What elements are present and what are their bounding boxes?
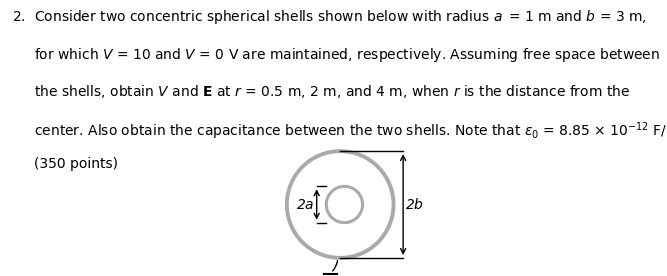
Text: for which $V$ = 10 and $V$ = 0 V are maintained, respectively. Assuming free spa: for which $V$ = 10 and $V$ = 0 V are mai… <box>12 46 660 63</box>
Text: 2.  Consider two concentric spherical shells shown below with radius $a\,$ = 1 m: 2. Consider two concentric spherical she… <box>12 8 647 26</box>
Text: the shells, obtain $V$ and $\mathbf{E}$ at $r$ = 0.5 m, 2 m, and 4 m, when $r$ i: the shells, obtain $V$ and $\mathbf{E}$ … <box>12 83 630 100</box>
Text: 2$b$: 2$b$ <box>406 197 424 212</box>
Text: center. Also obtain the capacitance between the two shells. Note that $\varepsil: center. Also obtain the capacitance betw… <box>12 120 667 142</box>
Text: (350 points): (350 points) <box>12 157 118 171</box>
Text: 2$a$: 2$a$ <box>295 198 314 211</box>
